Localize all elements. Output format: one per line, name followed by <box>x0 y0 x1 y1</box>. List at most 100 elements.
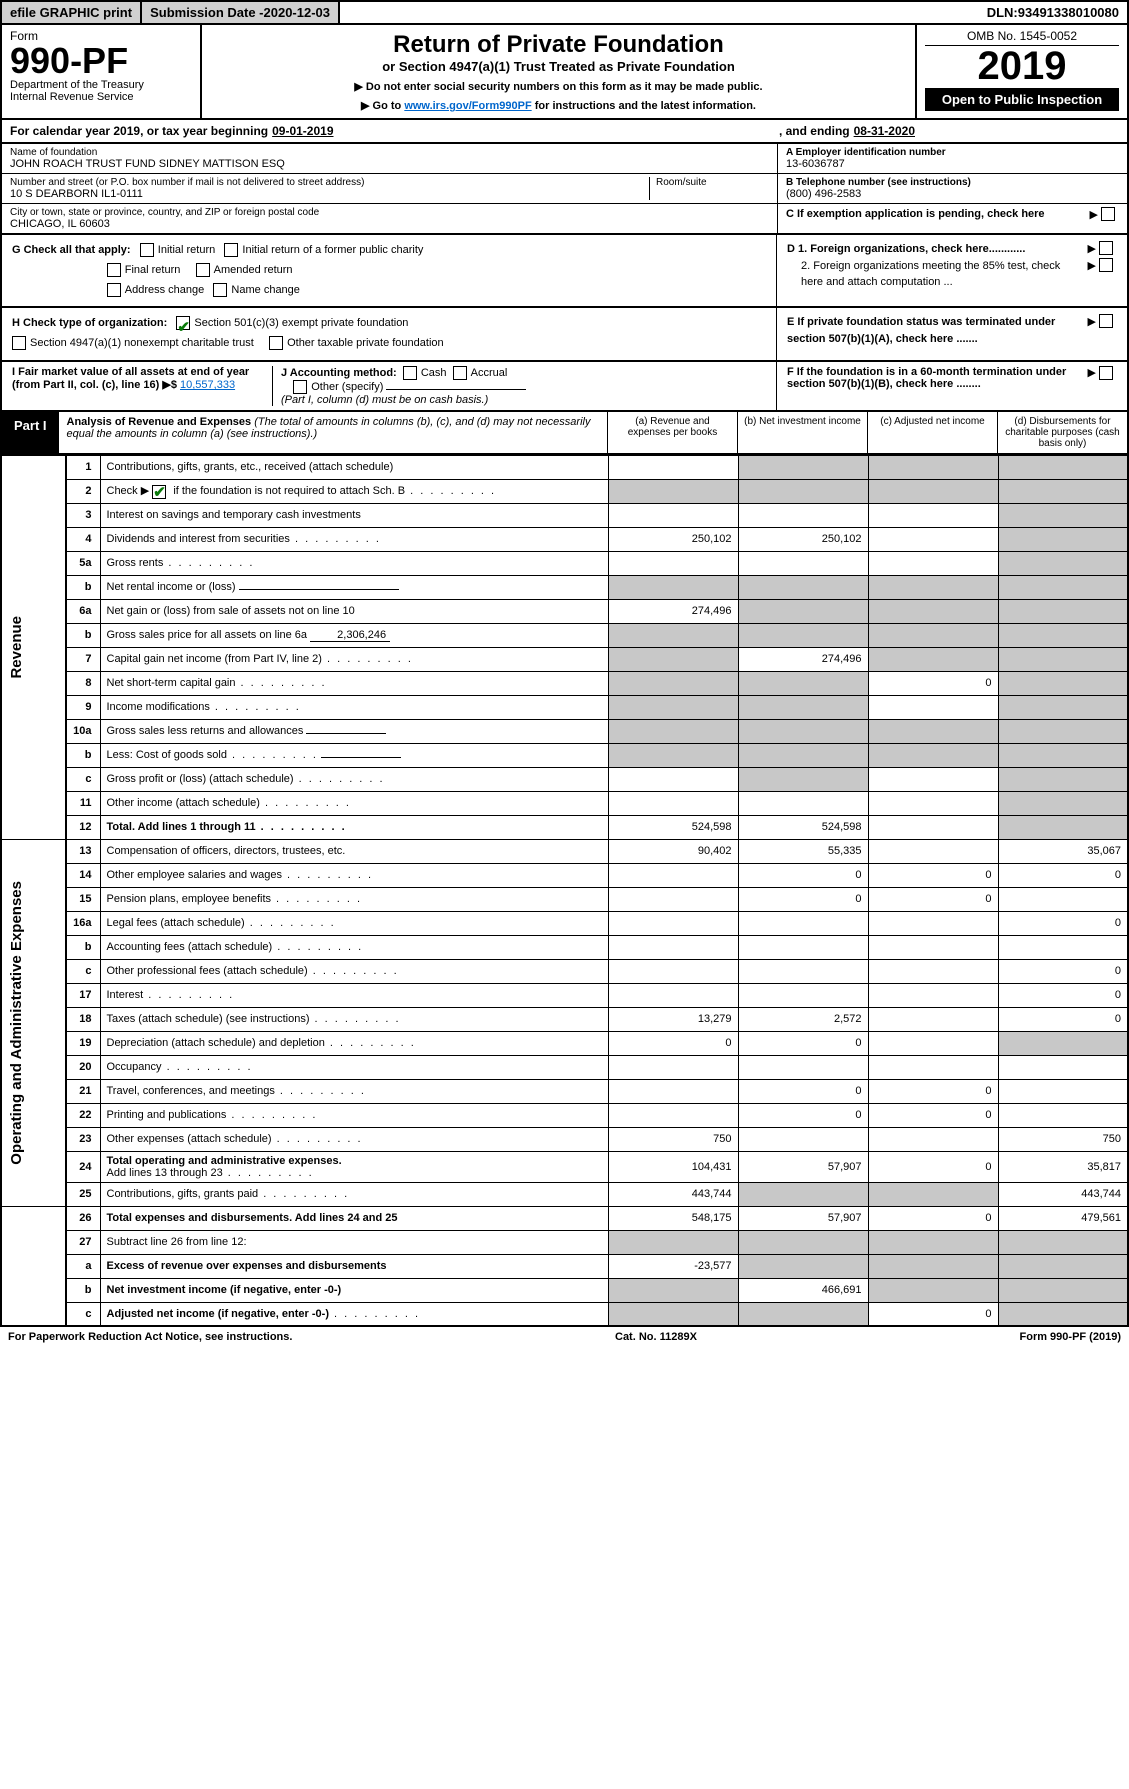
irs-link[interactable]: www.irs.gov/Form990PF <box>404 100 531 112</box>
l16c-d: 0 <box>998 959 1128 983</box>
irs-label: Internal Revenue Service <box>10 91 192 103</box>
cb-4947[interactable] <box>12 336 26 350</box>
l2-post: if the foundation is not required to att… <box>170 485 405 497</box>
l18-text: Taxes (attach schedule) (see instruction… <box>107 1013 310 1025</box>
form-subtitle: or Section 4947(a)(1) Trust Treated as P… <box>212 59 905 74</box>
cb-initial-former[interactable] <box>224 243 238 257</box>
part1-header: Part I Analysis of Revenue and Expenses … <box>0 412 1129 455</box>
l13b: 55,335 <box>738 839 868 863</box>
l6b-val: 2,306,246 <box>310 629 390 642</box>
cb-final[interactable] <box>107 263 121 277</box>
c-checkbox[interactable] <box>1101 207 1115 221</box>
l26: Total expenses and disbursements. Add li… <box>100 1206 608 1230</box>
info-grid: Name of foundation JOHN ROACH TRUST FUND… <box>0 144 1129 235</box>
city-cell: City or town, state or province, country… <box>2 204 777 233</box>
l24d: 35,817 <box>998 1151 1128 1182</box>
g-amended: Amended return <box>214 264 293 276</box>
l24a: 104,431 <box>608 1151 738 1182</box>
l12: Total. Add lines 1 through 11 <box>100 815 608 839</box>
e-checkbox[interactable] <box>1099 314 1113 328</box>
cb-accrual[interactable] <box>453 366 467 380</box>
ein: 13-6036787 <box>786 158 1119 170</box>
lines-table: Revenue 1Contributions, gifts, grants, e… <box>0 455 1129 1328</box>
l18: Taxes (attach schedule) (see instruction… <box>100 1007 608 1031</box>
name-label: Name of foundation <box>10 147 769 158</box>
submission-date: Submission Date - 2020-12-03 <box>142 2 340 23</box>
l9: Income modifications <box>100 695 608 719</box>
l27b-b: 466,691 <box>738 1278 868 1302</box>
l2: Check ▶ if the foundation is not require… <box>100 479 608 503</box>
col-d-head: (d) Disbursements for charitable purpose… <box>997 412 1127 453</box>
j-cash: Cash <box>421 367 447 379</box>
l27c: Adjusted net income (if negative, enter … <box>100 1302 608 1326</box>
fmv-link[interactable]: 10,557,333 <box>180 379 235 391</box>
cb-other-tax[interactable] <box>269 336 283 350</box>
l26c: 0 <box>868 1206 998 1230</box>
checks-row-h: H Check type of organization: Section 50… <box>0 308 1129 362</box>
g-initial: Initial return <box>158 244 215 256</box>
l22c: 0 <box>868 1103 998 1127</box>
l19a: 0 <box>608 1031 738 1055</box>
l9-text: Income modifications <box>107 701 210 713</box>
l14b: 0 <box>738 863 868 887</box>
foot-mid: Cat. No. 11289X <box>615 1331 697 1343</box>
l22-text: Printing and publications <box>107 1109 227 1121</box>
l2-pre: Check ▶ <box>107 485 153 497</box>
foot-left: For Paperwork Reduction Act Notice, see … <box>8 1331 292 1343</box>
l10a: Gross sales less returns and allowances <box>100 719 608 743</box>
l21-text: Travel, conferences, and meetings <box>107 1085 275 1097</box>
expenses-side-label: Operating and Administrative Expenses <box>8 881 25 1165</box>
cb-501c3[interactable] <box>176 316 190 330</box>
l23-text: Other expenses (attach schedule) <box>107 1133 272 1145</box>
d2-checkbox[interactable] <box>1099 258 1113 272</box>
address-cell: Number and street (or P.O. box number if… <box>2 174 777 204</box>
l23a: 750 <box>608 1127 738 1151</box>
cb-amended[interactable] <box>196 263 210 277</box>
cb-cash[interactable] <box>403 366 417 380</box>
l5b-text: Net rental income or (loss) <box>107 581 236 593</box>
l22b: 0 <box>738 1103 868 1127</box>
l18b: 2,572 <box>738 1007 868 1031</box>
ij-row: I Fair market value of all assets at end… <box>0 362 1129 412</box>
l5a-text: Gross rents <box>107 557 164 569</box>
f-checkbox[interactable] <box>1099 366 1113 380</box>
g-name-change: Name change <box>231 284 300 296</box>
e-label: E If private foundation status was termi… <box>787 314 1085 347</box>
g-final: Final return <box>125 264 181 276</box>
cb-addr-change[interactable] <box>107 283 121 297</box>
header-right: OMB No. 1545-0052 2019 Open to Public In… <box>917 25 1127 118</box>
cb-other-method[interactable] <box>293 380 307 394</box>
l21: Travel, conferences, and meetings <box>100 1079 608 1103</box>
l4-text: Dividends and interest from securities <box>107 533 290 545</box>
col-b-head: (b) Net investment income <box>737 412 867 453</box>
phone: (800) 496-2583 <box>786 188 1119 200</box>
c-label: C If exemption application is pending, c… <box>786 208 1087 220</box>
f-label: F If the foundation is in a 60-month ter… <box>787 366 1085 390</box>
l27a-a: -23,577 <box>608 1254 738 1278</box>
l4: Dividends and interest from securities <box>100 527 608 551</box>
exemption-cell: C If exemption application is pending, c… <box>778 204 1127 224</box>
l25d: 443,744 <box>998 1182 1128 1206</box>
cb-schb[interactable] <box>152 485 166 499</box>
dln-label: DLN: <box>987 5 1018 20</box>
d1-checkbox[interactable] <box>1099 241 1113 255</box>
form-title: Return of Private Foundation <box>212 31 905 59</box>
l12a: 524,598 <box>608 815 738 839</box>
l22: Printing and publications <box>100 1103 608 1127</box>
h-other: Other taxable private foundation <box>287 337 444 349</box>
part1-desc: Analysis of Revenue and Expenses (The to… <box>59 412 607 453</box>
cb-initial[interactable] <box>140 243 154 257</box>
l24b-v: 57,907 <box>738 1151 868 1182</box>
ij-left: I Fair market value of all assets at end… <box>2 362 777 410</box>
l8c: 0 <box>868 671 998 695</box>
l14-text: Other employee salaries and wages <box>107 869 282 881</box>
l16b-text: Accounting fees (attach schedule) <box>107 941 273 953</box>
l27b: Net investment income (if negative, ente… <box>100 1278 608 1302</box>
checks-row-g: G Check all that apply: Initial return I… <box>0 235 1129 308</box>
l21b: 0 <box>738 1079 868 1103</box>
foot-right: Form 990-PF (2019) <box>1020 1331 1121 1343</box>
dln-value: 93491338010080 <box>1018 5 1119 20</box>
efile-print-button[interactable]: efile GRAPHIC print <box>2 2 142 23</box>
cal-mid: , and ending <box>779 124 850 138</box>
cb-name-change[interactable] <box>213 283 227 297</box>
